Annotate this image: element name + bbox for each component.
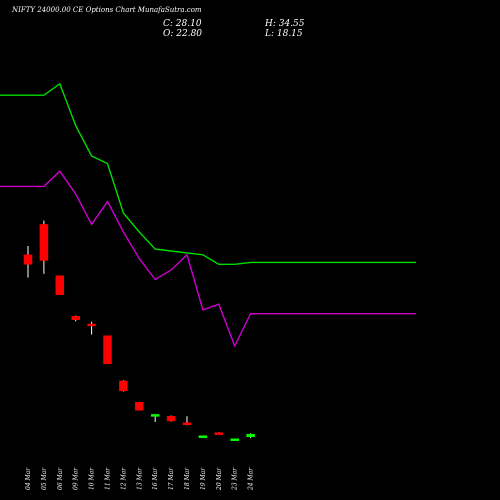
x-tick-label: 06 Mar xyxy=(57,467,64,490)
candle-body xyxy=(55,275,65,295)
high-value: H: 34.55 xyxy=(265,19,305,29)
candle-body xyxy=(150,414,160,417)
low-value: L: 18.15 xyxy=(265,29,303,39)
candle-body xyxy=(230,438,239,441)
x-tick-label: 24 Mar xyxy=(248,467,255,491)
open-value: O: 22.80 xyxy=(163,29,203,39)
x-tick-label: 05 Mar xyxy=(41,467,48,490)
x-tick-label: 10 Mar xyxy=(89,467,96,490)
candle-body xyxy=(135,401,144,411)
candle-body xyxy=(23,254,33,265)
chart-title: NIFTY 24000.00 CE Options Chart MunafaSu… xyxy=(12,6,202,14)
candle-body xyxy=(182,422,192,426)
candle-body xyxy=(119,380,128,392)
candle-body xyxy=(71,316,80,321)
green-indicator-line xyxy=(0,82,416,265)
x-tick-label: 16 Mar xyxy=(152,467,159,490)
x-tick-label: 18 Mar xyxy=(184,467,191,490)
x-tick-label: 23 Mar xyxy=(232,467,239,491)
candle-body xyxy=(214,432,224,435)
x-tick-label: 12 Mar xyxy=(120,467,127,490)
close-value: C: 28.10 xyxy=(163,19,202,29)
candle-body xyxy=(198,435,208,438)
candle-body xyxy=(246,433,255,438)
x-tick-label: 04 Mar xyxy=(25,467,32,490)
x-tick-label: 19 Mar xyxy=(200,467,207,490)
magenta-indicator-line xyxy=(0,170,416,348)
candle-body xyxy=(103,335,112,365)
x-tick-label: 20 Mar xyxy=(216,467,223,491)
x-tick-label: 09 Mar xyxy=(73,467,80,490)
x-tick-label: 11 Mar xyxy=(105,467,112,490)
x-tick-label: 17 Mar xyxy=(168,467,175,490)
candle-body xyxy=(87,323,96,327)
candle-body xyxy=(166,416,176,422)
candle-body xyxy=(39,224,49,261)
x-tick-label: 13 Mar xyxy=(136,467,143,490)
